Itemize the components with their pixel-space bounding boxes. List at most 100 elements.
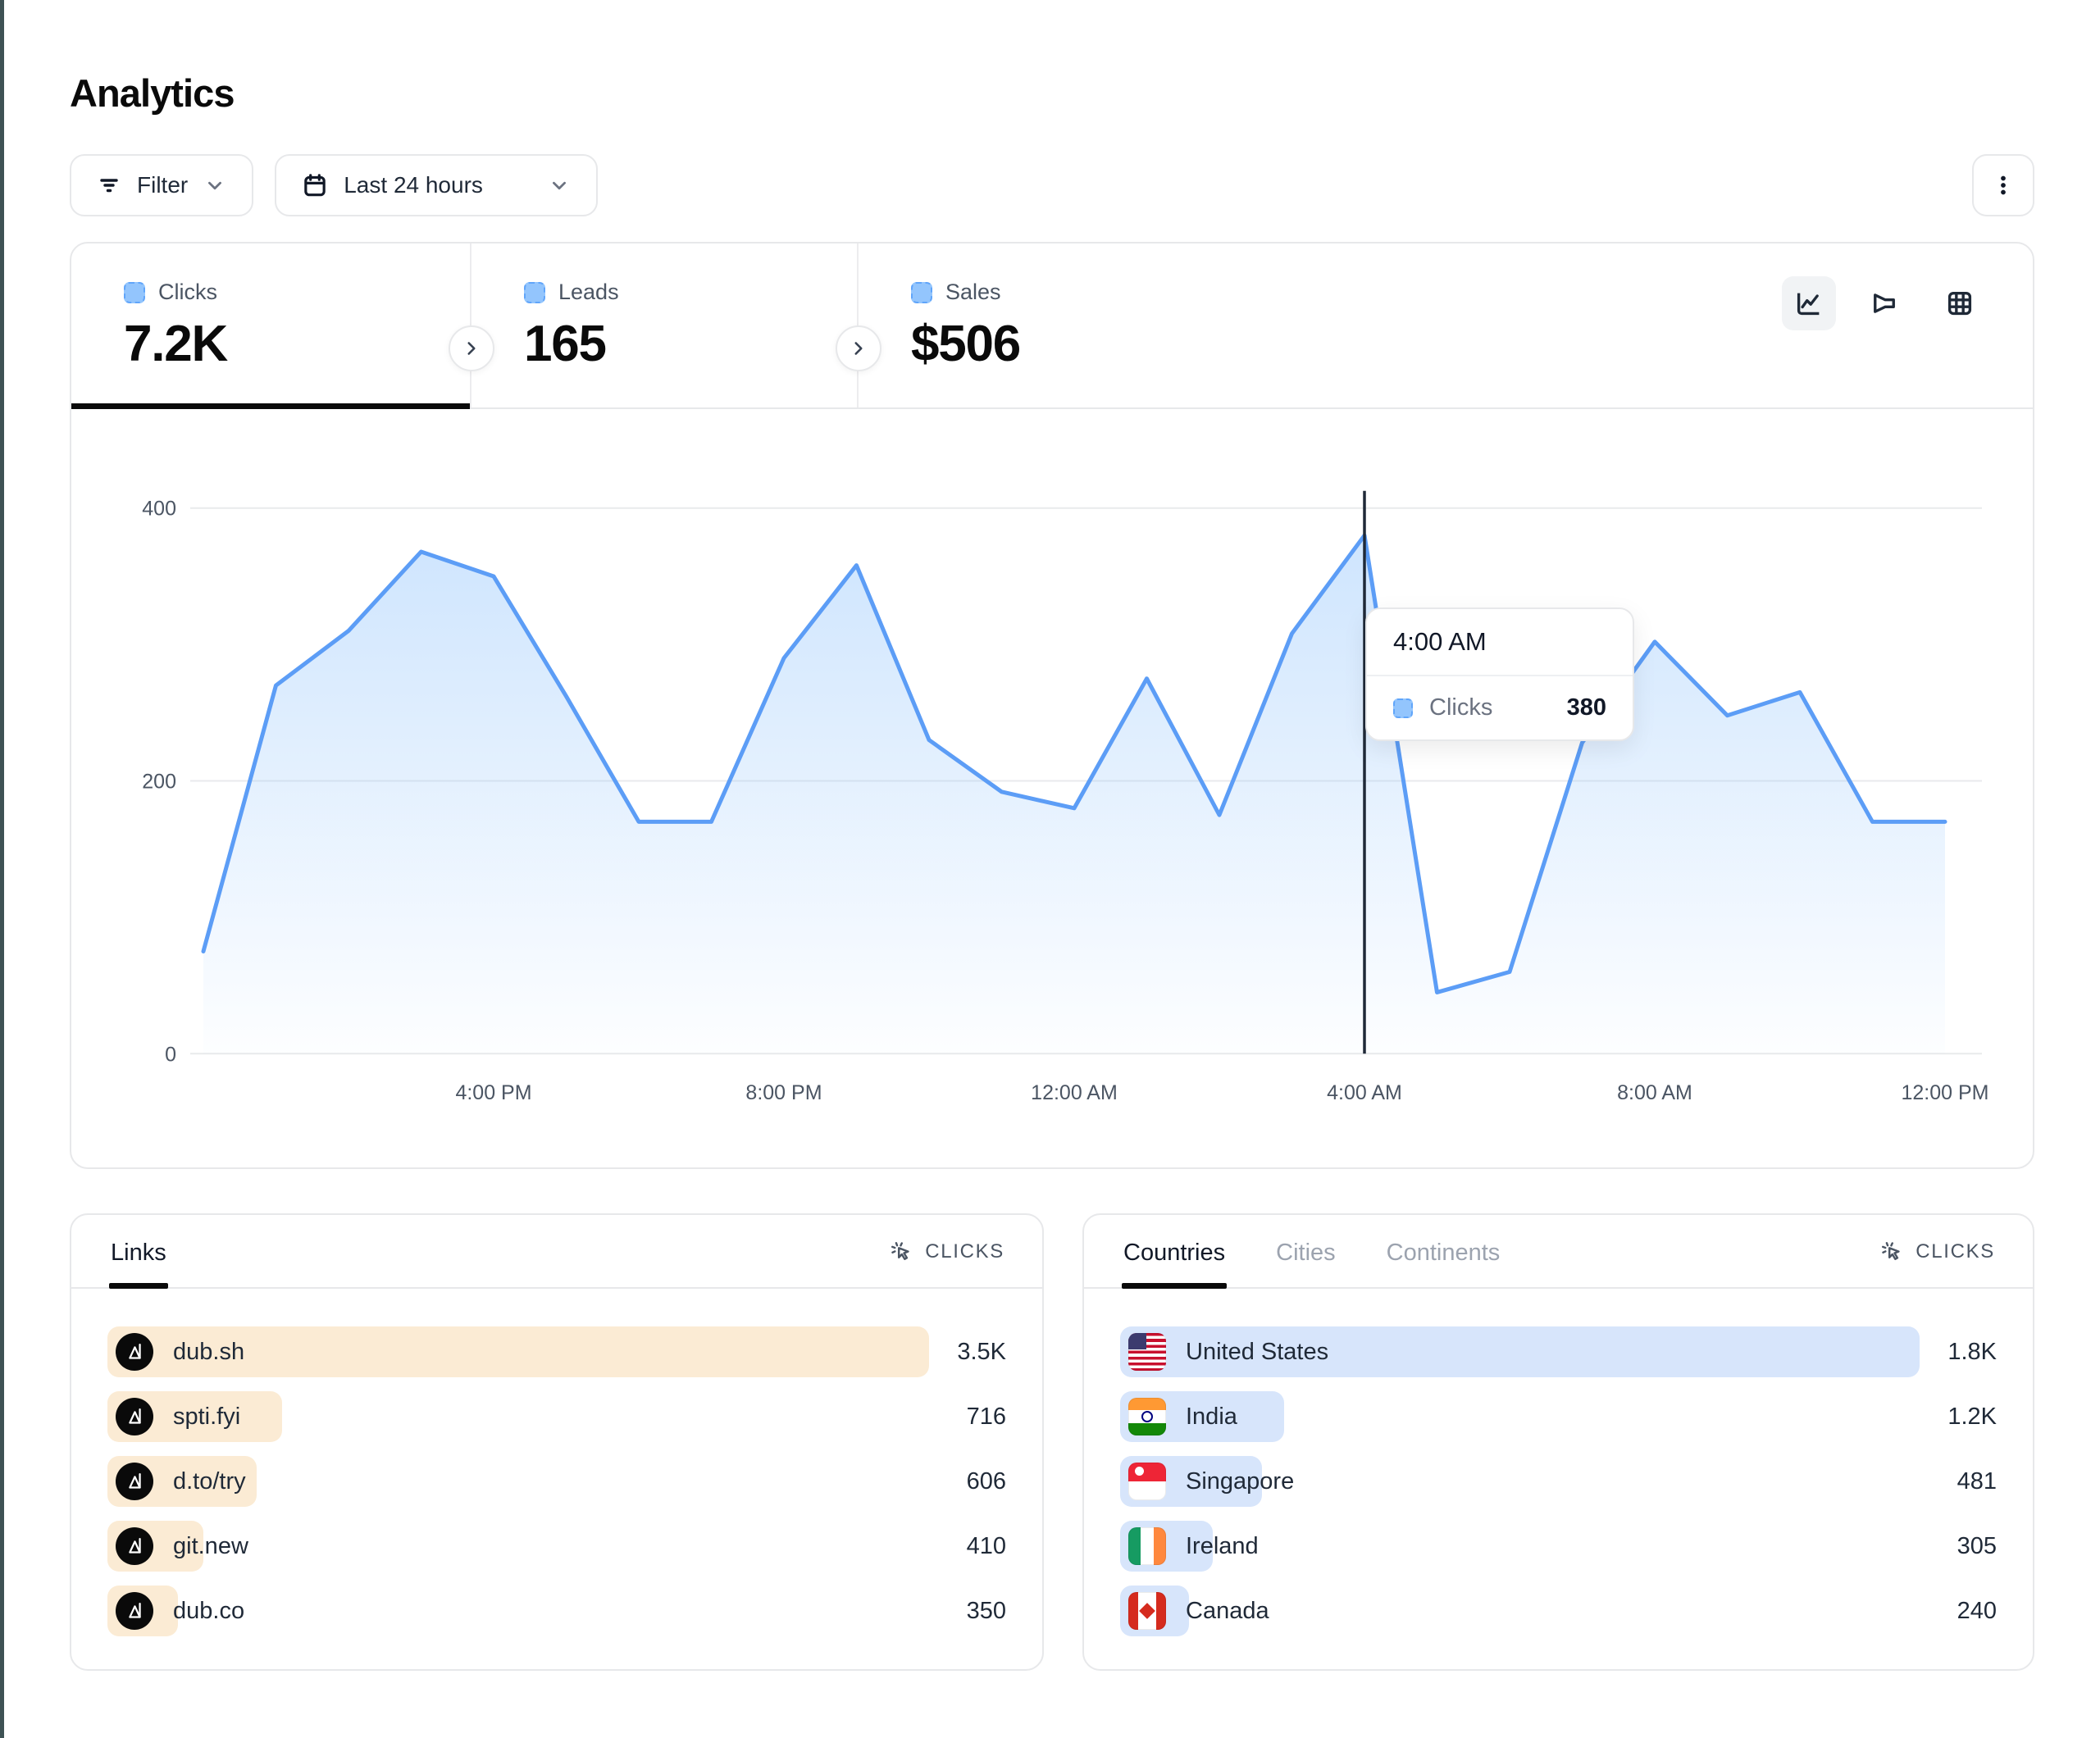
line-chart-view-button[interactable] — [1782, 276, 1836, 330]
dub-logo-icon — [116, 1592, 153, 1630]
link-clicks: 606 — [966, 1467, 1006, 1495]
table-grid-icon — [1945, 289, 1975, 318]
filter-icon — [96, 172, 122, 198]
country-clicks: 240 — [1957, 1597, 1997, 1624]
tooltip-time: 4:00 AM — [1367, 609, 1633, 676]
link-clicks: 410 — [966, 1532, 1006, 1559]
countries-list: United States 1.8K India 1.2K — [1084, 1289, 2033, 1636]
link-clicks: 3.5K — [957, 1338, 1006, 1365]
funnel-chart-icon — [1870, 289, 1899, 318]
area-chart-canvas: 0 200 400 4:00 PM 8:00 PM 12:00 AM 4:00 AM 8:00… — [142, 490, 1989, 1104]
us-flag-icon — [1128, 1333, 1166, 1371]
stat-value: 165 — [524, 316, 607, 372]
analytics-card: Clicks 7.2K Leads 165 Sales $506 — [70, 242, 2034, 1169]
expand-leads-button[interactable] — [449, 325, 494, 371]
line-chart-icon — [1794, 289, 1824, 318]
leads-indicator-icon — [524, 281, 545, 303]
svg-text:200: 200 — [142, 771, 176, 794]
stat-label: Leads — [558, 280, 619, 304]
links-metric-toggle[interactable]: CLICKS — [889, 1240, 1004, 1287]
link-clicks: 716 — [966, 1403, 1006, 1430]
tab-countries[interactable]: Countries — [1122, 1219, 1228, 1289]
left-edge-accent — [0, 0, 4, 1738]
funnel-view-button[interactable] — [1857, 276, 1911, 330]
country-name: Ireland — [1186, 1532, 1259, 1559]
expand-sales-button[interactable] — [836, 325, 881, 371]
ireland-flag-icon — [1128, 1527, 1166, 1565]
clicks-indicator-icon — [124, 281, 145, 303]
page-title: Analytics — [70, 71, 235, 115]
chevron-down-icon — [203, 173, 227, 198]
link-row[interactable]: dub.co 350 — [107, 1586, 1006, 1636]
svg-text:4:00 PM: 4:00 PM — [455, 1081, 531, 1104]
link-domain: dub.sh — [173, 1338, 245, 1365]
toolbar: Filter Last 24 hours — [70, 154, 2034, 216]
links-panel: Links CLICKS dub.sh 3.5K — [70, 1213, 1044, 1671]
geo-metric-toggle[interactable]: CLICKS — [1879, 1240, 1995, 1287]
svg-text:12:00 PM: 12:00 PM — [1902, 1081, 1989, 1104]
filter-button[interactable]: Filter — [70, 154, 254, 216]
country-clicks: 305 — [1957, 1532, 1997, 1559]
table-view-button[interactable] — [1933, 276, 1987, 330]
country-name: Canada — [1186, 1597, 1269, 1624]
cursor-click-icon — [1879, 1240, 1904, 1264]
country-name: United States — [1186, 1338, 1329, 1365]
calendar-icon — [301, 171, 329, 199]
sales-indicator-icon — [911, 281, 932, 303]
filter-button-label: Filter — [137, 172, 189, 198]
more-options-button[interactable] — [1972, 154, 2034, 216]
country-row[interactable]: India 1.2K — [1120, 1391, 1997, 1442]
link-domain: dub.co — [173, 1597, 245, 1624]
clicks-chart[interactable]: 0 200 400 4:00 PM 8:00 PM 12:00 AM 4:00 AM 8:00… — [71, 411, 2033, 1167]
link-row[interactable]: d.to/try 606 — [107, 1456, 1006, 1507]
stat-label: Sales — [945, 280, 1001, 304]
country-row[interactable]: Singapore 481 — [1120, 1456, 1997, 1507]
svg-text:400: 400 — [142, 498, 176, 521]
link-clicks: 350 — [966, 1597, 1006, 1624]
geo-panel: Countries Cities Continents CLICKS Unite… — [1082, 1213, 2034, 1671]
metric-label: CLICKS — [925, 1240, 1004, 1263]
svg-text:8:00 AM: 8:00 AM — [1617, 1081, 1692, 1104]
svg-text:4:00 AM: 4:00 AM — [1327, 1081, 1402, 1104]
cursor-click-icon — [889, 1240, 913, 1264]
tab-cities[interactable]: Cities — [1274, 1219, 1337, 1287]
tooltip-series-name: Clicks — [1429, 694, 1493, 721]
canada-flag-icon — [1128, 1592, 1166, 1630]
dub-logo-icon — [116, 1527, 153, 1565]
links-list: dub.sh 3.5K spti.fyi 716 d — [71, 1289, 1042, 1636]
dub-logo-icon — [116, 1463, 153, 1500]
link-row[interactable]: spti.fyi 716 — [107, 1391, 1006, 1442]
singapore-flag-icon — [1128, 1463, 1166, 1500]
dub-logo-icon — [116, 1398, 153, 1435]
tab-links[interactable]: Links — [109, 1219, 168, 1289]
date-range-button[interactable]: Last 24 hours — [275, 154, 599, 216]
chevron-right-icon — [461, 338, 482, 359]
country-row[interactable]: Canada 240 — [1120, 1586, 1997, 1636]
svg-text:12:00 AM: 12:00 AM — [1031, 1081, 1118, 1104]
link-row[interactable]: git.new 410 — [107, 1521, 1006, 1572]
stat-value: 7.2K — [124, 316, 228, 372]
chart-type-switcher — [1782, 276, 1987, 330]
date-range-label: Last 24 hours — [344, 172, 483, 198]
svg-text:8:00 PM: 8:00 PM — [745, 1081, 822, 1104]
dub-logo-icon — [116, 1333, 153, 1371]
link-domain: spti.fyi — [173, 1403, 241, 1430]
chevron-down-icon — [547, 173, 572, 198]
country-clicks: 481 — [1957, 1467, 1997, 1495]
stats-tabs: Clicks 7.2K Leads 165 Sales $506 — [71, 243, 2033, 409]
stat-tab-sales[interactable]: Sales $506 — [859, 243, 2033, 407]
link-row[interactable]: dub.sh 3.5K — [107, 1326, 1006, 1377]
stat-tab-clicks[interactable]: Clicks 7.2K — [71, 243, 471, 409]
country-row[interactable]: United States 1.8K — [1120, 1326, 1997, 1377]
kebab-icon — [1989, 171, 2017, 199]
country-row[interactable]: Ireland 305 — [1120, 1521, 1997, 1572]
svg-text:0: 0 — [165, 1043, 176, 1066]
india-flag-icon — [1128, 1398, 1166, 1435]
country-name: India — [1186, 1403, 1237, 1430]
tab-continents[interactable]: Continents — [1385, 1219, 1502, 1287]
geo-panel-header: Countries Cities Continents CLICKS — [1084, 1215, 2033, 1289]
chevron-right-icon — [848, 338, 869, 359]
stat-tab-leads[interactable]: Leads 165 — [471, 243, 859, 407]
metric-label: CLICKS — [1916, 1240, 1995, 1263]
